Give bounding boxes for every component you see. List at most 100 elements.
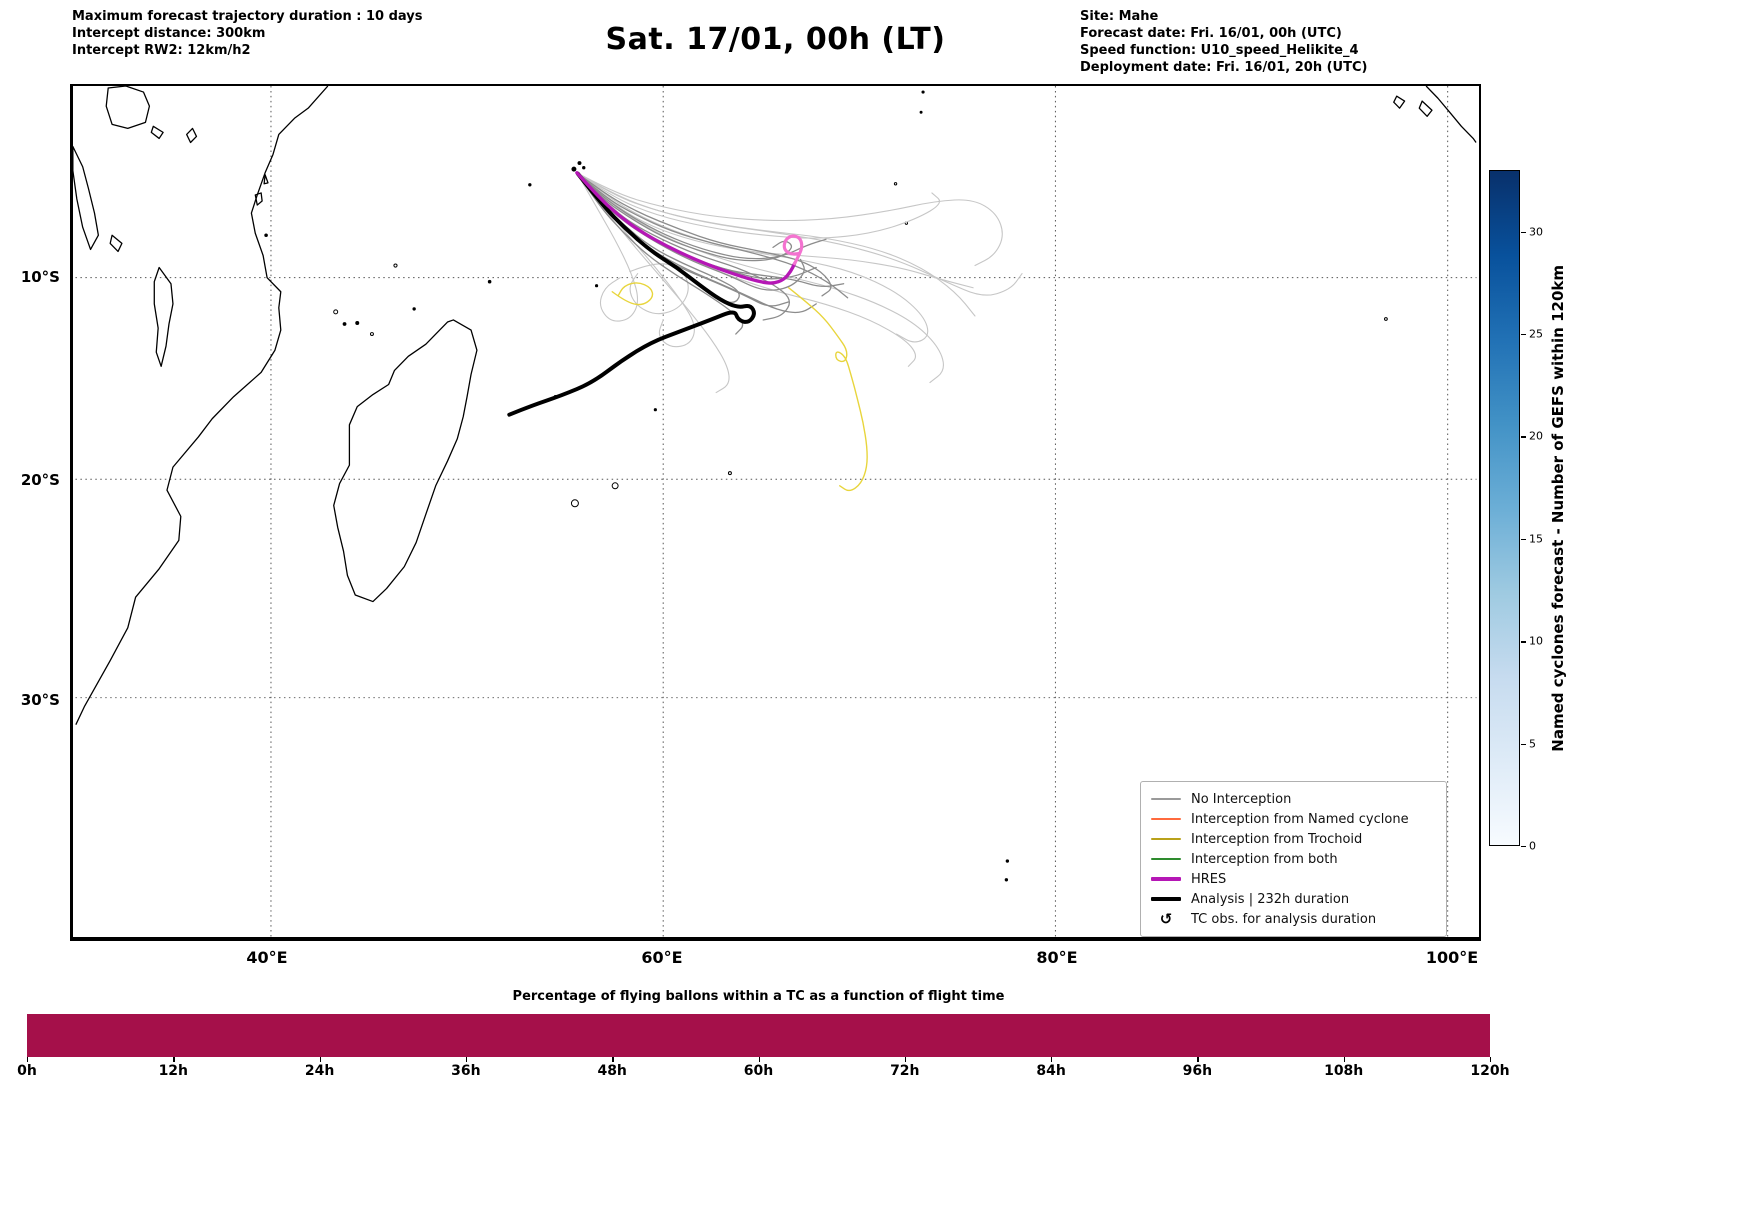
trajectory-hres-terminal-loop [782, 234, 804, 266]
island-dot [1384, 317, 1388, 321]
coastline-sumatra-coast-corner- [1425, 86, 1477, 143]
counterclockwise-arrow-icon: ↺ [1159, 909, 1173, 928]
legend-row: ↺ TC obs. for analysis duration [1151, 909, 1436, 929]
flight-time-tick [758, 1057, 760, 1062]
colorbar-tick-label: 0 [1529, 839, 1536, 853]
forecast-params-block: Maximum forecast trajectory duration : 1… [72, 8, 423, 59]
bottom-chart-title: Percentage of flying ballons within a TC… [512, 989, 1005, 1004]
trajectory-no-interception-outer-gefs-members- [576, 172, 1003, 267]
map-canvas [73, 86, 1477, 937]
coastline-nias [1393, 95, 1406, 109]
flight-time-tick-label: 96h [1182, 1063, 1213, 1079]
trajectory-interception-from-trochoid [611, 282, 654, 306]
legend-row: Interception from Named cyclone [1151, 809, 1436, 829]
island-dot [653, 408, 657, 412]
island-dot [582, 166, 586, 170]
y-tick-10s: 10°S [20, 268, 60, 286]
legend-label: Analysis | 232h duration [1191, 891, 1350, 907]
island-dot [355, 321, 360, 326]
legend-label: TC obs. for analysis duration [1191, 911, 1377, 927]
island-dot [1004, 878, 1009, 882]
island-dot [528, 183, 532, 187]
legend-line-swatch [1151, 798, 1181, 800]
param-max-duration: Maximum forecast trajectory duration : 1… [72, 9, 423, 24]
island-dot [727, 471, 732, 476]
colorbar-tick [1521, 641, 1526, 643]
trajectory-no-interception-core-gefs-members- [576, 172, 832, 297]
island-dot [893, 182, 898, 186]
flight-time-tick [1490, 1057, 1492, 1062]
trajectory-no-interception-core-gefs-members- [576, 172, 827, 260]
coastline-lake-tanganyika [73, 145, 100, 251]
colorbar-tick [1521, 333, 1526, 336]
island-dot [1005, 859, 1010, 863]
balloon-percentage-bar-plot [27, 1014, 1490, 1057]
y-tick-20s: 20°S [20, 471, 60, 489]
legend-line [1151, 798, 1181, 800]
flight-time-tick [1343, 1057, 1346, 1062]
island-dot [342, 322, 347, 326]
balloon-percentage-bar [27, 1014, 1490, 1057]
trajectory-no-interception-outer-gefs-members- [576, 172, 944, 384]
trajectory-no-interception-outer-gefs-members- [576, 172, 929, 343]
trajectory-no-interception-core-gefs-members- [576, 172, 849, 299]
island-dot [611, 482, 619, 490]
coastline-zanzibar [254, 192, 263, 206]
flight-time-tick-label: 12h [158, 1063, 189, 1079]
y-tick-30s: 30°S [20, 691, 60, 709]
forecast-date: Forecast date: Fri. 16/01, 00h (UTC) [1080, 26, 1342, 41]
flight-time-tick-label: 108h [1324, 1063, 1364, 1079]
island-dot [264, 233, 268, 238]
page-title: Sat. 17/01, 00h (LT) [605, 22, 946, 57]
island-dot [369, 332, 374, 337]
coastline-madagascar [333, 319, 478, 603]
x-tick-80e: 80°E [1036, 948, 1078, 967]
flight-time-tick [904, 1057, 907, 1062]
site-name: Site: Mahe [1080, 9, 1159, 24]
param-intercept-distance: Intercept distance: 300km [72, 26, 266, 41]
param-intercept-rw2: Intercept RW2: 12km/h2 [72, 43, 251, 58]
legend-line [1151, 818, 1181, 820]
island-dot [333, 309, 339, 315]
coastline-pemba [263, 174, 269, 185]
legend-label: No Interception [1191, 791, 1292, 807]
coastline-lake-eyasi [150, 125, 164, 140]
flight-time-tick [612, 1057, 614, 1062]
legend-line-swatch [1151, 838, 1181, 840]
flight-time-tick [319, 1057, 321, 1062]
x-tick-40e: 40°E [246, 948, 288, 967]
legend-line-swatch [1151, 897, 1181, 901]
legend-line-swatch [1151, 858, 1181, 860]
trajectory-no-interception-core-gefs-members- [576, 172, 793, 262]
island-dot [571, 166, 577, 172]
coastline-lake-natron-manyara [186, 127, 198, 144]
flight-time-tick-label: 36h [451, 1063, 481, 1079]
trajectory-no-interception-outer-gefs-members- [576, 172, 917, 367]
colorbar-axis-label: Named cyclones forecast - Number of GEFS… [1549, 264, 1567, 752]
colorbar-tick [1521, 436, 1526, 438]
coastline-lake-malawi [153, 266, 174, 367]
flight-time-tick-label: 72h [890, 1063, 920, 1079]
island-dot [577, 161, 582, 166]
coastline-lake-victoria [105, 86, 151, 130]
colorbar-tick-label: 5 [1529, 737, 1536, 751]
legend-row: Analysis | 232h duration [1151, 889, 1436, 909]
trajectory-interception-from-trochoid [788, 287, 868, 492]
coastline-lake-rukwa [109, 234, 123, 253]
trajectory-analysis-232h-duration [507, 171, 756, 417]
legend-label: Interception from both [1191, 851, 1338, 867]
colorbar-tick-label: 20 [1529, 429, 1543, 443]
map-legend: No Interception Interception from Named c… [1140, 781, 1447, 937]
colorbar-tick-label: 30 [1529, 225, 1543, 238]
legend-label: Interception from Named cyclone [1191, 811, 1409, 827]
flight-time-tick-label: 48h [597, 1063, 627, 1079]
legend-row: Interception from Trochoid [1151, 829, 1436, 849]
flight-time-tick-label: 60h [743, 1063, 774, 1079]
colorbar-tick-label: 10 [1529, 634, 1543, 648]
legend-line [1151, 897, 1181, 901]
flight-time-tick [173, 1057, 175, 1062]
flight-time-tick-label: 84h [1036, 1063, 1066, 1079]
trajectory-no-interception-outer-gefs-members- [576, 172, 695, 348]
legend-row: HRES [1151, 869, 1436, 889]
